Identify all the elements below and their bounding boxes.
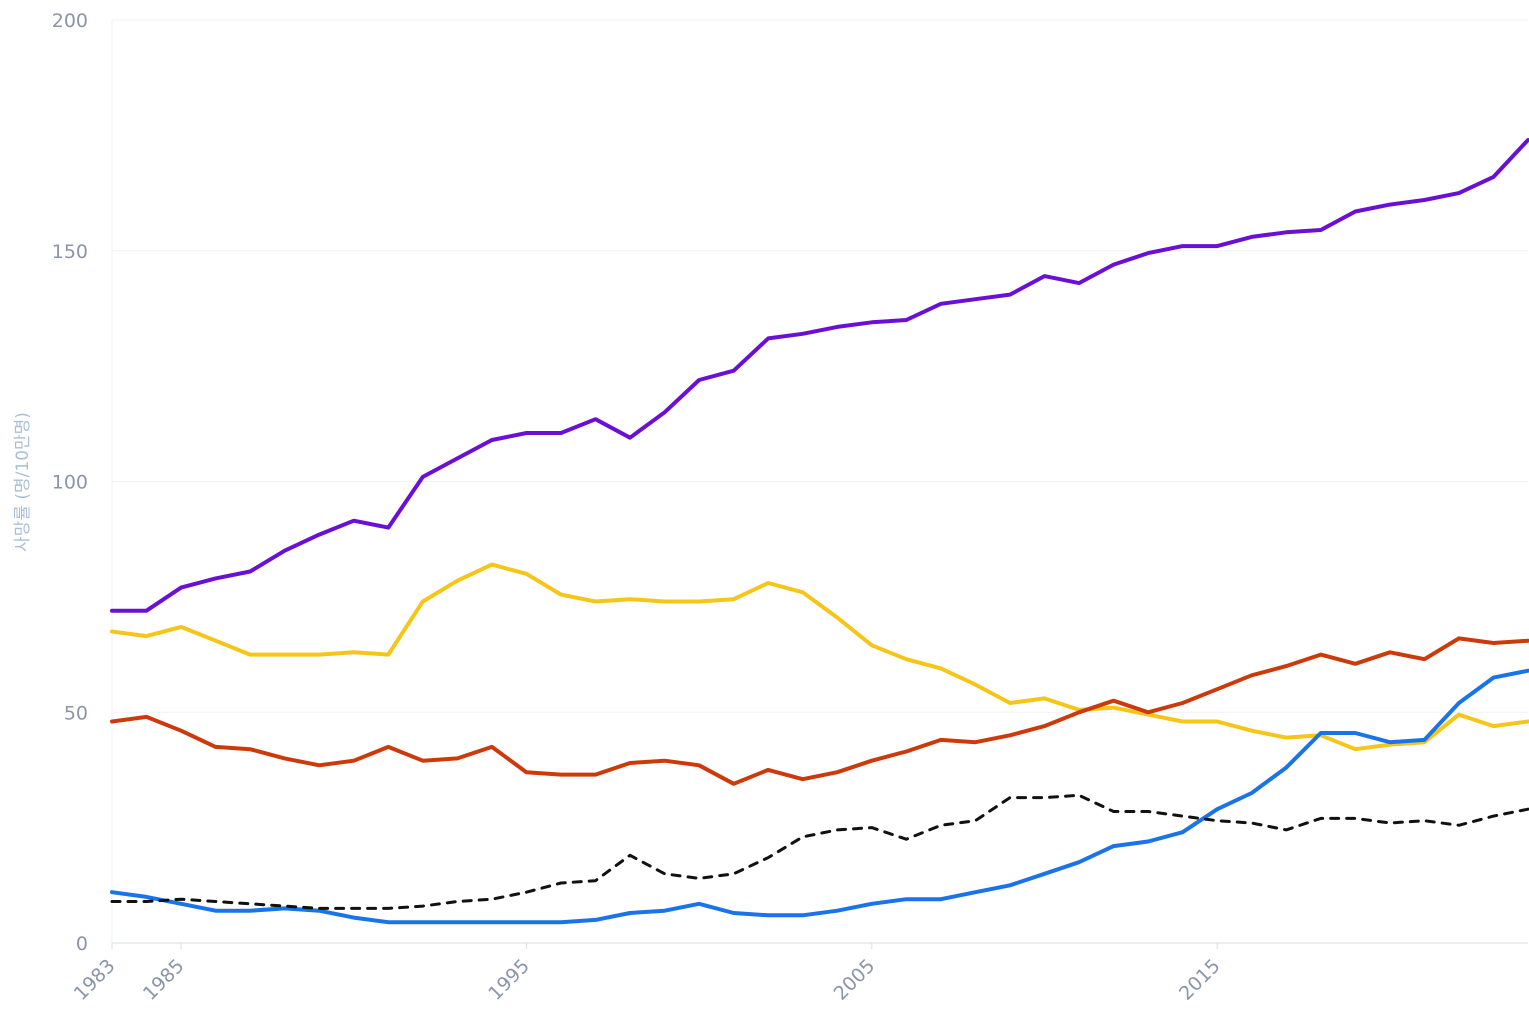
x-tick-label: 2005 [830,955,880,1005]
series-line [110,138,1529,613]
y-tick-label: 200 [52,10,88,32]
y-tick-label: 50 [64,702,88,724]
series-line [110,562,1529,752]
series-line [110,636,1529,786]
y-tick-label: 150 [52,241,88,263]
series-line [110,668,1529,925]
y-axis-label: 사망률 (명/10만명) [13,412,33,552]
series-line [110,793,1529,910]
y-tick-label: 0 [76,933,88,955]
y-tick-label: 100 [52,472,88,494]
x-tick-label: 1983 [70,955,120,1005]
x-tick-label: 1995 [484,955,534,1005]
x-tick-label: 1985 [139,955,189,1005]
x-tick-label: 2015 [1175,955,1225,1005]
